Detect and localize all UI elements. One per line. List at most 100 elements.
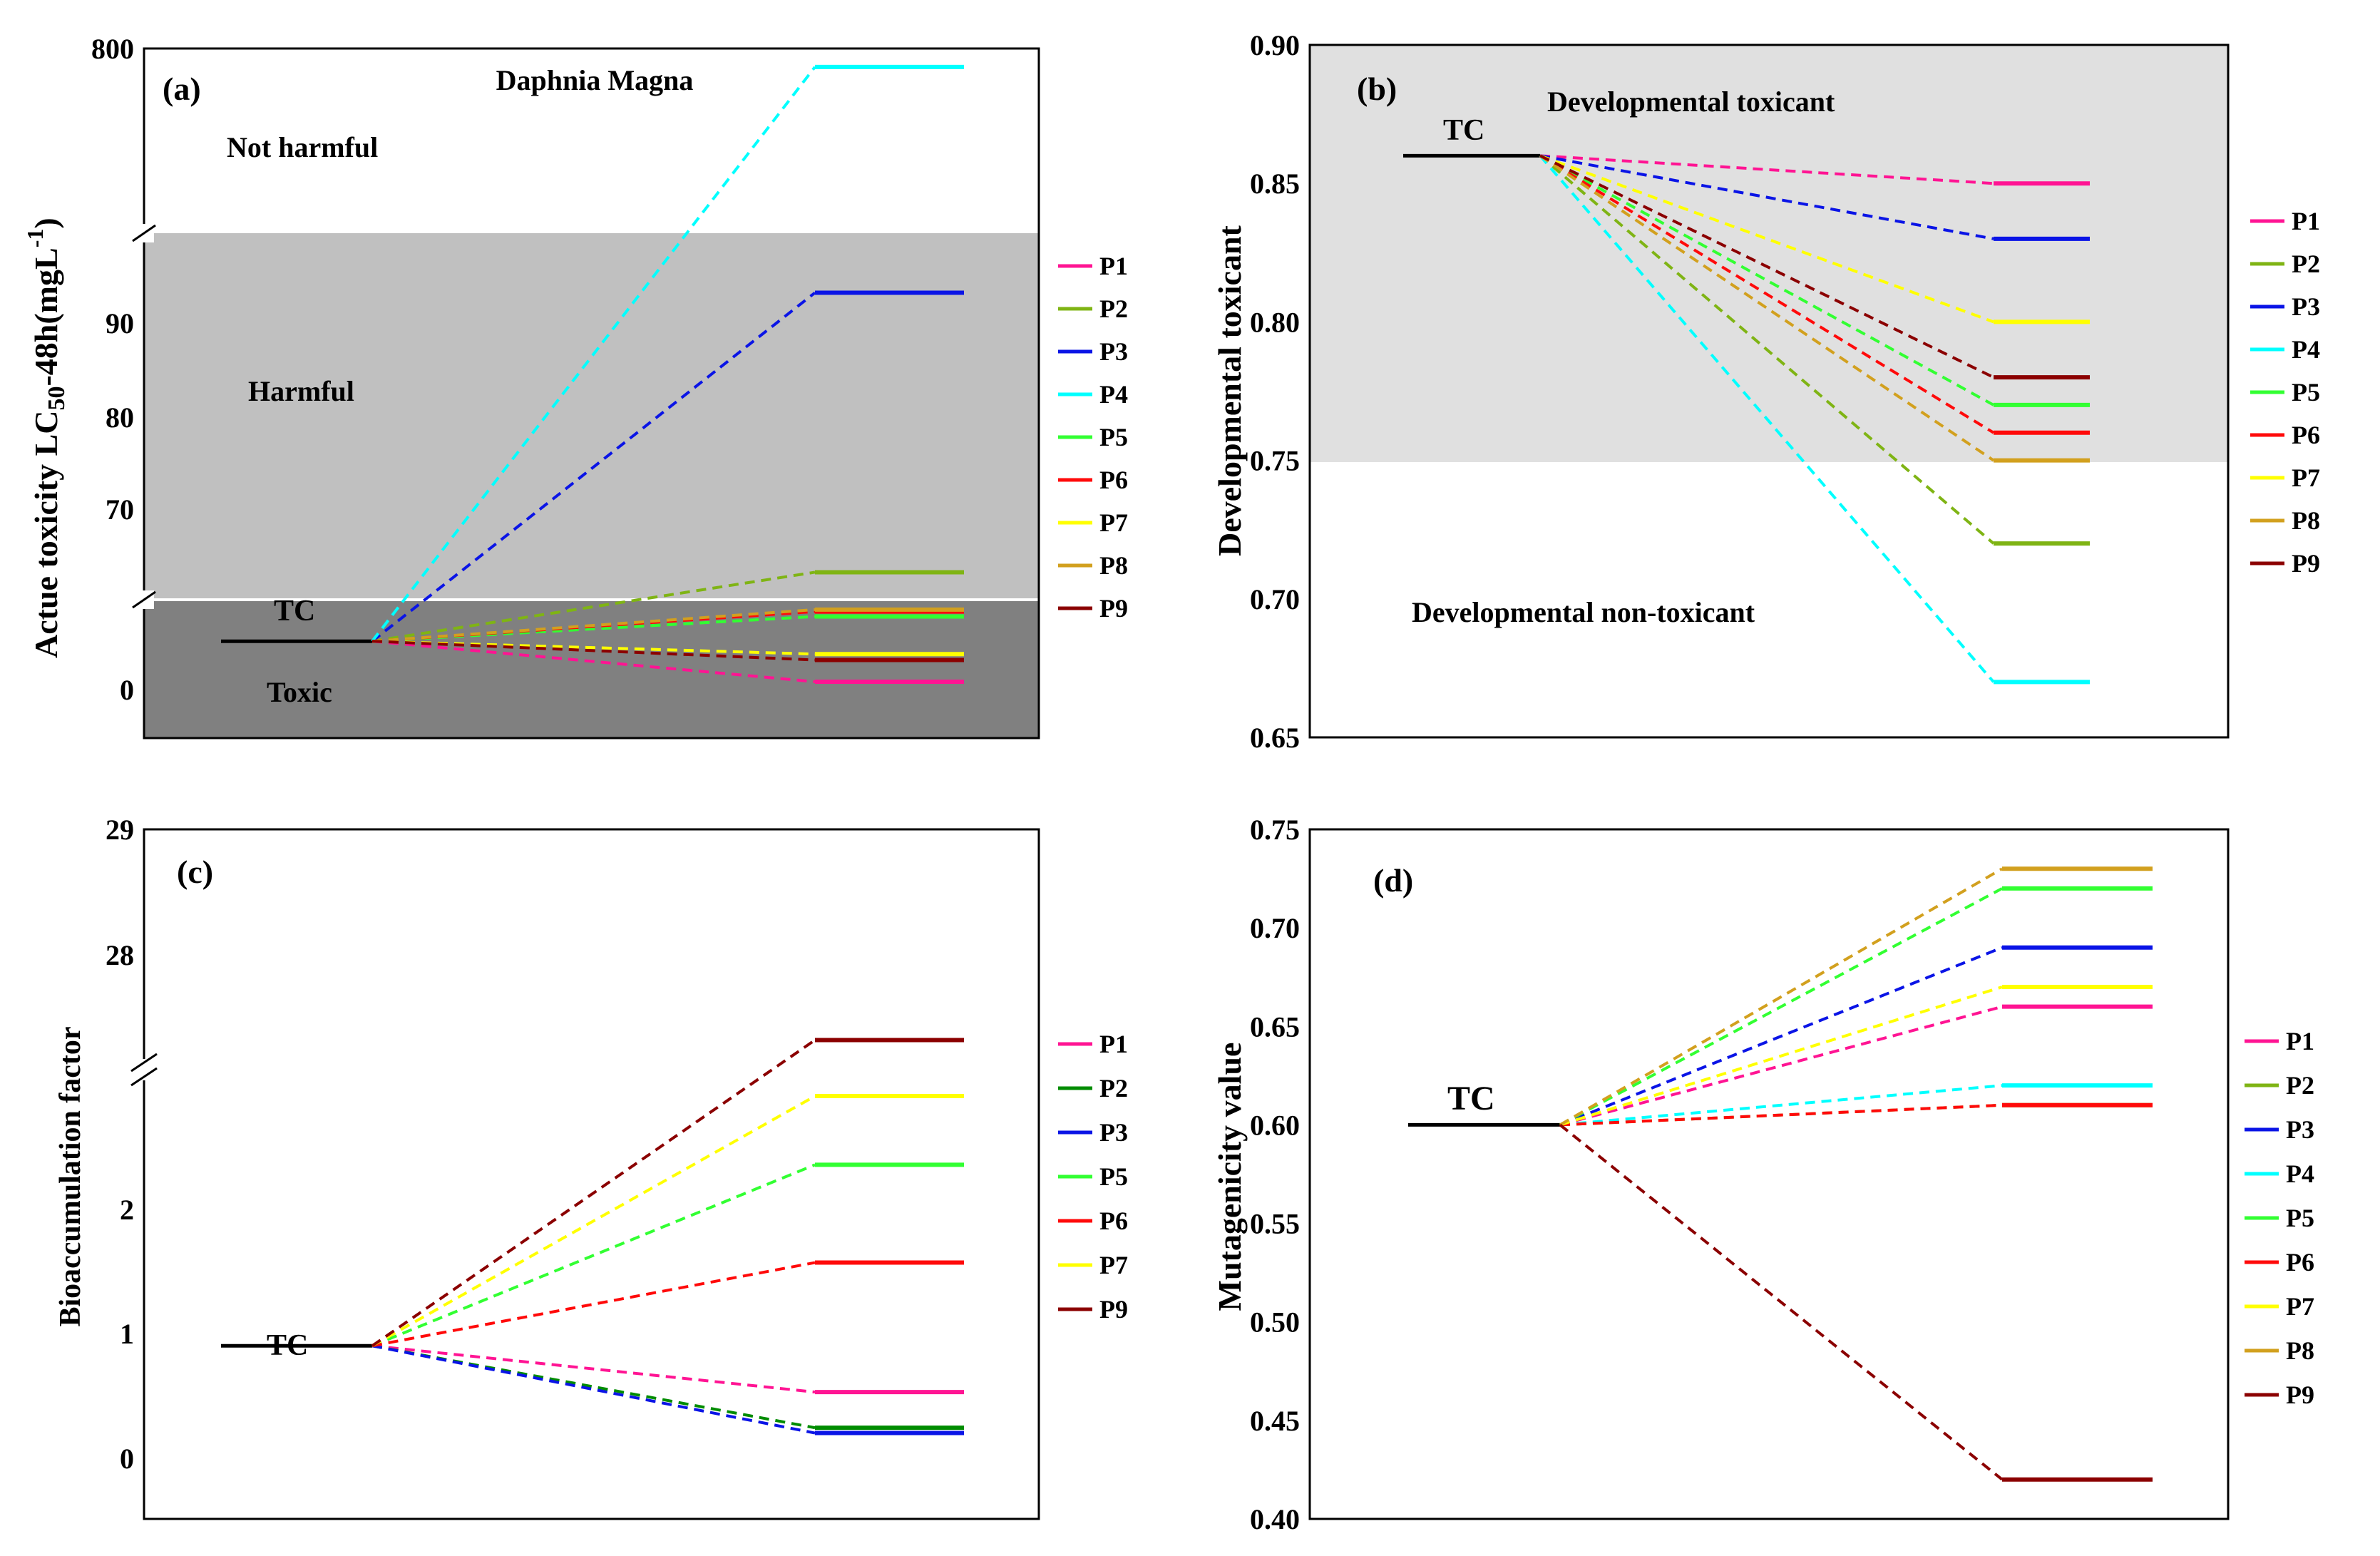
- panel-b: 0.65 0.70 0.75 0.80 0.85 0.90 (b) Development…: [1211, 29, 2320, 754]
- panel-a-axis-break-upper: [132, 224, 156, 242]
- panel-a-legend-label-p6: P6: [1099, 466, 1128, 494]
- panel-c-p9-connector: [371, 1038, 816, 1347]
- panel-c: 29 28 2 1 0 (c) TC Bioaccumulation facto…: [54, 814, 1128, 1520]
- panel-b-tick-0.80: 0.80: [1250, 306, 1300, 338]
- panel-d-legend-label-p5: P5: [2286, 1204, 2314, 1232]
- panel-d-legend-label-p8: P8: [2286, 1336, 2314, 1365]
- panel-a-p3-connector: [371, 291, 816, 643]
- panel-c-legend-label-p6: P6: [1099, 1207, 1128, 1235]
- panel-b-y-axis-label: Developmental toxicant: [1211, 225, 1248, 556]
- panel-a-tick-90: 90: [106, 307, 134, 339]
- panel-d-p3-connector: [1559, 946, 2003, 1127]
- panel-c-axis-break-b: [130, 1067, 158, 1087]
- panel-d-legend-label-p1: P1: [2286, 1027, 2314, 1055]
- panel-d-tick-0.40: 0.40: [1250, 1503, 1300, 1535]
- panel-c-p5-connector: [371, 1163, 816, 1348]
- panel-a-y-axis-label: Actue toxicity LC50-48h(mgL-1): [22, 217, 70, 658]
- panel-b-tick-0.85: 0.85: [1250, 168, 1300, 200]
- panel-d-tick-0.45: 0.45: [1250, 1405, 1300, 1437]
- panel-b-tick-0.90: 0.90: [1250, 29, 1300, 61]
- panel-a-label: (a): [163, 71, 201, 107]
- panel-c-legend-label-p3: P3: [1099, 1118, 1128, 1147]
- panel-d-p8-connector: [1559, 867, 2004, 1127]
- panel-d-tick-0.75: 0.75: [1250, 814, 1300, 846]
- panel-b-legend-label-p4: P4: [2292, 335, 2320, 364]
- panel-c-tick-1: 1: [120, 1318, 134, 1350]
- panel-a-region-toxic: [144, 600, 1039, 738]
- panel-a-p4-connector: [371, 66, 816, 643]
- panel-d-legend-label-p9: P9: [2286, 1381, 2314, 1409]
- panel-d-p5-connector: [1559, 887, 2003, 1127]
- panel-a-legend-label-p2: P2: [1099, 295, 1128, 323]
- panel-b-tick-0.65: 0.65: [1250, 722, 1300, 754]
- panel-b-p4-connector: [1539, 155, 1995, 683]
- panel-a-p9-connector: [371, 640, 816, 662]
- panel-d-p9-connector: [1559, 1123, 2004, 1481]
- panel-c-legend-label-p7: P7: [1099, 1251, 1128, 1279]
- panel-c-p7-connector: [371, 1095, 816, 1348]
- panel-c-y-axis-label: Bioaccumulation factor: [54, 1026, 87, 1326]
- panel-a-axis-break-lower: [132, 590, 156, 609]
- panel-b-p9-connector: [1539, 154, 1994, 379]
- panel-b-legend-label-p8: P8: [2292, 506, 2320, 535]
- panel-d-p1-connector: [1559, 1005, 2003, 1127]
- panel-a-legend-label-p3: P3: [1099, 337, 1128, 366]
- panel-b-frame: [1308, 43, 2230, 739]
- panel-a: 800 90 80 70 0 (a) Daphnia Magna Not har…: [22, 33, 1128, 739]
- panel-b-p1-connector: [1539, 154, 1994, 185]
- panel-a-p1-connector: [371, 640, 816, 684]
- panel-b-legend-label-p1: P1: [2292, 207, 2320, 235]
- panel-a-region-label-not-harmful: Not harmful: [227, 131, 378, 163]
- panel-d-tc-label: TC: [1447, 1080, 1495, 1117]
- panel-c-legend-label-p1: P1: [1099, 1030, 1128, 1058]
- panel-b-legend-label-p9: P9: [2292, 549, 2320, 578]
- panel-d-legend-label-p7: P7: [2286, 1292, 2314, 1321]
- panel-a-region-not-harmful: [144, 48, 1039, 233]
- panel-c-tick-2: 2: [120, 1194, 134, 1226]
- panel-b-legend-label-p7: P7: [2292, 464, 2320, 492]
- panel-c-p6-connector: [371, 1261, 816, 1348]
- panel-b-tick-0.75: 0.75: [1250, 445, 1300, 477]
- panel-c-p1-connector: [371, 1344, 816, 1394]
- panel-b-p2-connector: [1539, 154, 1995, 545]
- panel-d-y-axis-label: Mutagenicity value: [1211, 1043, 1248, 1311]
- panel-a-tick-0: 0: [120, 674, 134, 706]
- panel-a-tick-80: 80: [106, 401, 134, 434]
- panel-a-region-harmful: [144, 233, 1039, 600]
- panel-a-region-label-harmful: Harmful: [248, 375, 354, 407]
- panel-b-region-toxicant: [1310, 45, 2228, 462]
- panel-b-tick-0.70: 0.70: [1250, 583, 1300, 615]
- panel-d-p7-connector: [1559, 986, 2003, 1127]
- panel-c-tc-label: TC: [267, 1329, 308, 1362]
- panel-c-tick-0: 0: [120, 1443, 134, 1475]
- panel-a-legend-label-p5: P5: [1099, 423, 1128, 451]
- panel-d-p4-connector: [1559, 1084, 2003, 1127]
- panel-d-legend-label-p2: P2: [2286, 1071, 2314, 1100]
- panel-b-p6-connector: [1539, 154, 1995, 434]
- panel-c-axis-break-a: [130, 1053, 158, 1073]
- panel-a-legend-label-p4: P4: [1099, 380, 1128, 409]
- panel-a-p2-connector: [371, 570, 816, 643]
- panel-d-tick-0.60: 0.60: [1250, 1109, 1300, 1141]
- panel-d-tick-0.55: 0.55: [1250, 1208, 1300, 1240]
- panel-d: 0.400.450.500.550.600.650.700.75 (d) TC …: [1211, 814, 2314, 1535]
- panel-b-p7-connector: [1539, 154, 1994, 324]
- panel-b-legend-label-p2: P2: [2292, 250, 2320, 278]
- panel-b-legend-label-p3: P3: [2292, 292, 2320, 321]
- panel-b-tc-label: TC: [1443, 114, 1484, 147]
- panel-c-label: (c): [177, 854, 213, 890]
- panel-b-region-label-non-toxicant: Developmental non-toxicant: [1412, 596, 1755, 628]
- panel-a-legend-label-p8: P8: [1099, 551, 1128, 580]
- panel-b-legend-label-p6: P6: [2292, 421, 2320, 449]
- panel-a-tc-label: TC: [274, 595, 315, 628]
- panel-a-p8-connector: [371, 608, 816, 643]
- panel-d-label: (d): [1373, 862, 1413, 899]
- panel-d-legend-label-p4: P4: [2286, 1160, 2314, 1188]
- panel-a-legend-label-p9: P9: [1099, 594, 1128, 623]
- panel-b-p5-connector: [1539, 154, 1994, 406]
- panel-d-frame: [1308, 828, 2230, 1520]
- panel-a-tick-70: 70: [106, 493, 134, 526]
- panel-d-p6-connector: [1559, 1103, 2003, 1127]
- panel-c-legend-label-p2: P2: [1099, 1074, 1128, 1102]
